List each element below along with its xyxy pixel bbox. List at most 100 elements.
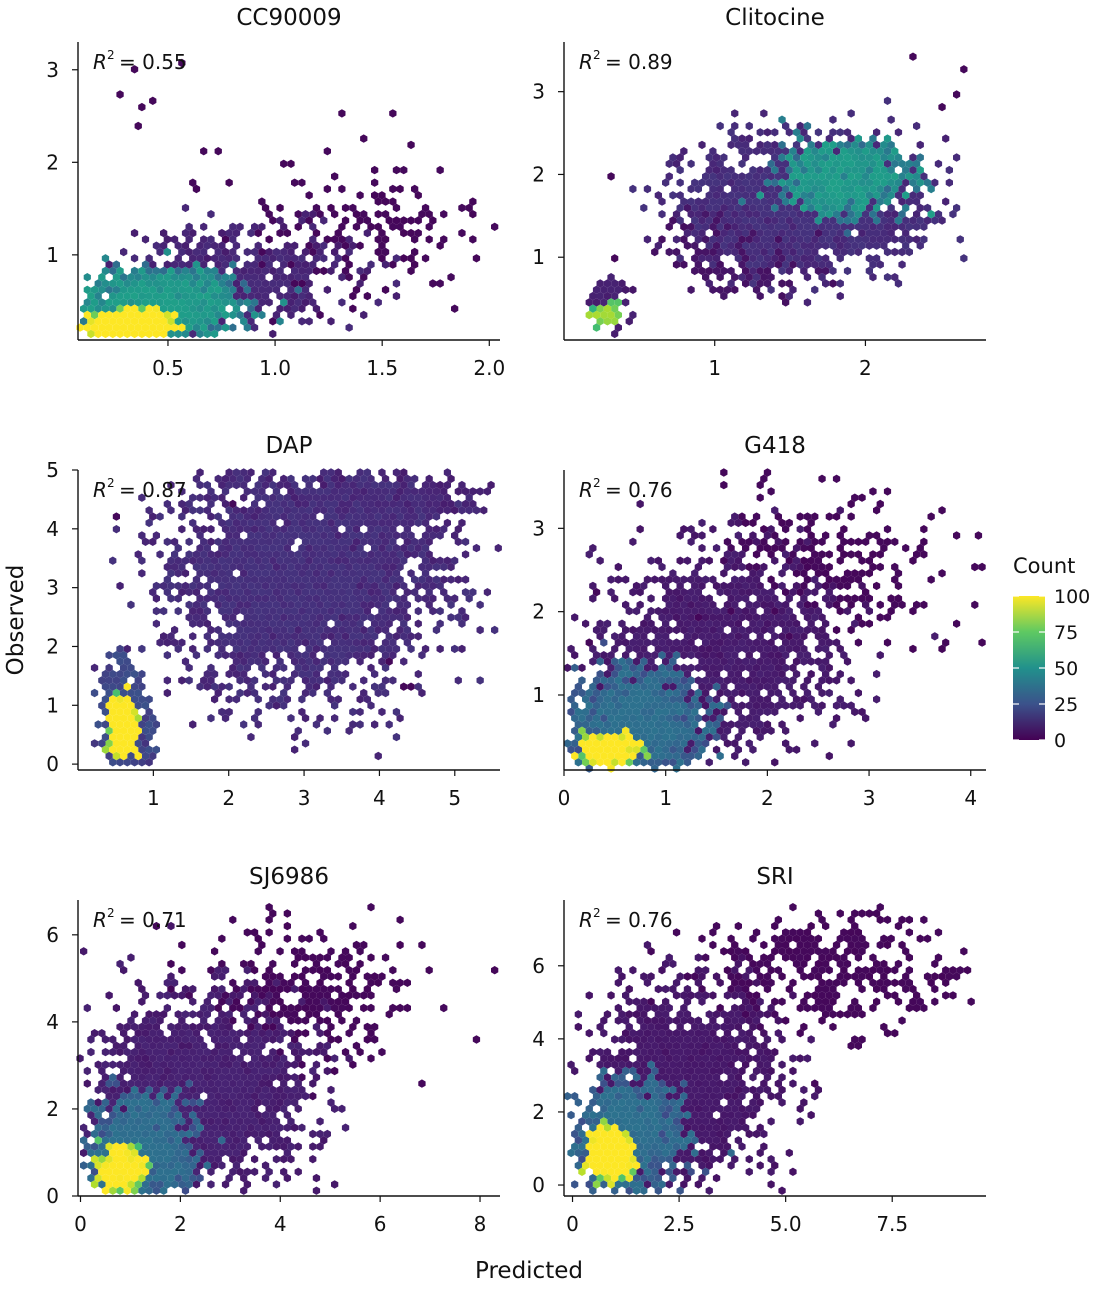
hexbin-cell [345, 474, 353, 483]
hexbin-cell [789, 210, 797, 219]
hexbin-cell [265, 285, 273, 294]
hexbin-cell [352, 940, 361, 950]
hexbin-cell [207, 1003, 215, 1013]
hexbin-cell [127, 1079, 135, 1088]
hexbin-cell [767, 966, 775, 975]
hexbin-cell [221, 588, 230, 597]
hexbin-cell [367, 651, 375, 660]
hexbin-cell [698, 140, 706, 150]
hexbin-cell [298, 1047, 306, 1057]
hexbin-cell [851, 1035, 859, 1044]
hexbin-cell [662, 732, 670, 742]
hexbin-cell [756, 1098, 764, 1107]
hexbin-cell [301, 550, 310, 559]
hexbin-cell [280, 1003, 288, 1013]
hexbin-cell [236, 1029, 244, 1038]
hexbin-cell [720, 1136, 728, 1145]
hexbin-cell [596, 556, 604, 565]
hexbin-cell [294, 1142, 302, 1151]
hexbin-cell [123, 1186, 131, 1195]
hexbin-cell [145, 745, 153, 754]
hexbin-cell [261, 569, 270, 578]
hexbin-cell [618, 669, 626, 679]
hexbin-cell [214, 1155, 222, 1164]
hexbin-cell [840, 928, 848, 937]
hexbin-cell [236, 537, 244, 546]
hexbin-cell [763, 140, 772, 150]
hexbin-cell [662, 1047, 670, 1057]
hexbin-cell [232, 279, 241, 288]
hexbin-cell [760, 600, 768, 609]
hexbin-cell [232, 669, 241, 679]
hexbin-cell [734, 518, 742, 528]
hexbin-cell [640, 669, 648, 679]
hexbin-cell [221, 247, 230, 257]
hexbin-cell [582, 707, 590, 717]
hexbin-cell [352, 499, 361, 509]
hexbin-cell [109, 266, 117, 276]
hexbin-cell [905, 966, 913, 975]
hexbin-cell [680, 663, 688, 672]
hexbin-cell [636, 688, 644, 698]
hexbin-cell [229, 1029, 237, 1038]
hexbin-cell [269, 594, 277, 603]
hexbin-cell [742, 682, 750, 691]
hexbin-cell [458, 203, 466, 213]
hexbin-cell [851, 241, 859, 250]
hexbin-cell [665, 159, 673, 168]
hexbin-cell [585, 714, 593, 723]
hexbin-cell [389, 638, 397, 647]
hexbin-cells [90, 468, 502, 767]
hexbin-cell [291, 732, 299, 742]
hexbin-cell [130, 1060, 139, 1069]
hexbin-cell [251, 651, 259, 660]
hexbin-cell [294, 625, 302, 635]
hexbin-cell [723, 688, 732, 698]
hexbin-cell [291, 1035, 299, 1044]
hexbin-cell [294, 260, 302, 269]
hexbin-cell [669, 191, 677, 200]
hexbin-cell [225, 695, 233, 704]
hexbin-cell [803, 172, 812, 181]
hexbin-cell [887, 140, 895, 150]
hexbin-cell [232, 480, 241, 490]
hexbin-cell [145, 1085, 153, 1095]
hexbin-cell [305, 216, 313, 225]
hexbin-cell [414, 543, 422, 553]
hexbin-cell [280, 1155, 288, 1164]
hexbin-cell [272, 562, 281, 572]
hexbin-cell [367, 613, 375, 622]
hexbin-cell [796, 562, 804, 572]
hexbin-cell [873, 178, 881, 187]
hexbin-cell [920, 222, 928, 231]
hexbin-cell [185, 310, 193, 320]
hexbin-cell [643, 726, 652, 735]
hexbin-cell [840, 210, 848, 219]
hexbin-cell [185, 1180, 193, 1189]
hexbin-cell [636, 525, 644, 534]
hexbin-cell [269, 556, 277, 565]
hexbin-cell [429, 216, 437, 225]
hexbin-cell [945, 165, 953, 175]
hexbin-cell [320, 468, 328, 477]
hexbin-cell [265, 1092, 273, 1101]
hexbin-cell [196, 1173, 204, 1183]
hexbin-cell [149, 1180, 157, 1189]
hexbin-cell [785, 594, 793, 603]
hexbin-cell [789, 147, 797, 156]
hexbin-cell [298, 632, 306, 641]
hexbin-cell [592, 651, 601, 660]
hexbin-cell [374, 588, 382, 597]
hexbin-cell [261, 594, 270, 603]
hexbin-cell [152, 606, 160, 616]
hexbin-cell [349, 291, 357, 301]
hexbin-cell [349, 531, 357, 540]
hexbin-cell [109, 732, 117, 742]
hexbin-cell [178, 588, 186, 597]
hexbin-cell [378, 493, 386, 502]
hexbin-cell [316, 1029, 324, 1038]
hexbin-cell [261, 997, 270, 1006]
hexbin-cell [862, 222, 870, 231]
hexbin-cell [785, 203, 793, 213]
hexbin-cell [582, 619, 590, 628]
